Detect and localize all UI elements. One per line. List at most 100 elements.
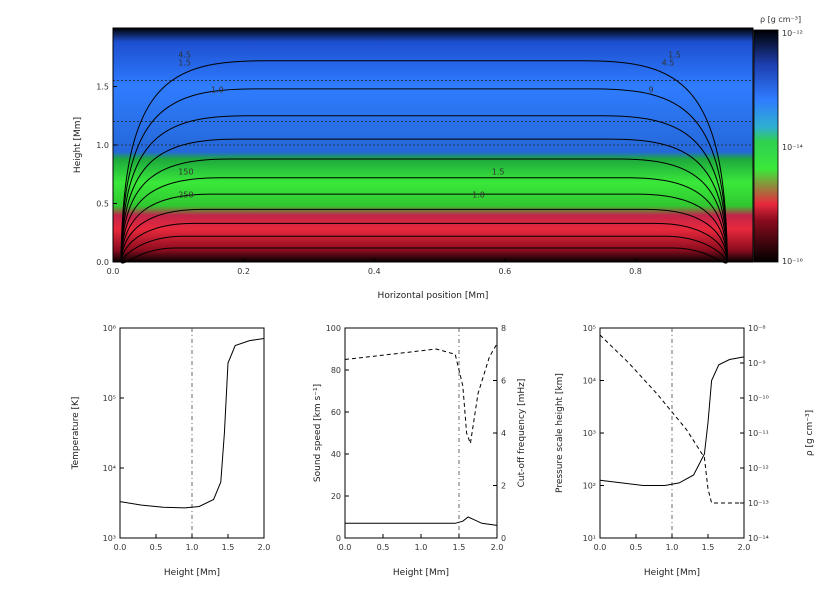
temperature-ylabel: Temperature [K] [71, 397, 81, 471]
sound-speed-ylabel: Sound speed [km s⁻¹] [313, 384, 323, 482]
sound-speed-y-tick-label-2: 40 [331, 450, 341, 459]
density-map-xlabel: Horizontal position [Mm] [378, 291, 489, 301]
sound-speed-x-tick-label-3: 1.5 [453, 543, 466, 552]
contour-line-2 [120, 222, 728, 263]
scale-height-series-0 [599, 356, 745, 486]
y-tick-label-1: 0.5 [96, 200, 109, 209]
contour-label-2: 1.0 [211, 85, 224, 94]
sound-speed-frame [344, 327, 498, 539]
field-line-contours [120, 60, 728, 264]
contour-line-9 [120, 88, 728, 263]
sound-speed-x-tick-label-1: 0.5 [377, 543, 390, 552]
y-tick-label-2: 1.0 [96, 141, 109, 150]
scale-height-x-tick-label-1: 0.5 [630, 543, 643, 552]
temperature-x-tick-label-4: 2.0 [258, 543, 271, 552]
contour-label-9: 1.0 [472, 191, 485, 200]
contour-label-0: 4.5 [178, 50, 191, 59]
contour-label-5: 1.5 [668, 50, 681, 59]
density-map-x-ticks: 0.0 0.2 0.4 0.6 0.8 [107, 258, 642, 276]
scale-height-x-tick-label-0: 0.0 [594, 543, 607, 552]
contour-label-6: 4.5 [662, 58, 675, 67]
contour-line-7 [120, 138, 728, 263]
contour-line-5 [120, 177, 728, 263]
sound-speed-y-tick-label-0: 0 [336, 534, 341, 543]
sound-speed-y2-tick-label-2: 4 [501, 429, 506, 438]
sound-speed-y2-tick-label-3: 6 [501, 377, 506, 386]
sound-speed-y2-tick-label-4: 8 [501, 324, 506, 333]
temperature-series-0 [119, 338, 265, 509]
temperature-x-tick-label-0: 0.0 [114, 543, 127, 552]
scale-height-y2-tick-label-6: 10⁻⁸ [748, 324, 766, 333]
sound-speed-y-tick-label-3: 60 [331, 408, 341, 417]
density-ylabel: ρ [g cm⁻³] [805, 410, 815, 456]
scale-height-y2-tick-label-2: 10⁻¹² [748, 464, 769, 473]
scale-height-y2-tick-label-5: 10⁻⁹ [748, 359, 766, 368]
scale-height-panel: 0.0 0.5 1.0 1.5 2.0 10¹ 10² 10³ 10⁴ 10⁵ 10⁻¹⁴ 10⁻¹³… [555, 324, 815, 578]
x-tick-label-3: 0.6 [498, 267, 511, 276]
x-tick-label-4: 0.8 [629, 267, 642, 276]
temperature-x-tick-label-1: 0.5 [150, 543, 163, 552]
contour-label-3: 150 [178, 167, 193, 176]
scale-height-x-tick-label-4: 2.0 [738, 543, 751, 552]
temperature-xlabel: Height [Mm] [164, 568, 220, 578]
temperature-x-tick-label-3: 1.5 [222, 543, 235, 552]
scale-height-y2-tick-label-0: 10⁻¹⁴ [748, 534, 769, 543]
scale-height-y2-tick-label-3: 10⁻¹¹ [748, 429, 769, 438]
sound-speed-y2-tick-label-1: 2 [501, 482, 506, 491]
scale-height-y-tick-label-0: 10¹ [583, 534, 596, 543]
sound-speed-series-1 [344, 343, 498, 444]
temperature-y-tick-label-3: 10⁶ [103, 324, 116, 333]
colorbar-tick-mid: 10⁻¹⁴ [782, 143, 803, 152]
sound-speed-xlabel: Height [Mm] [393, 568, 449, 578]
scale-height-y-tick-label-1: 10² [583, 482, 596, 491]
scale-height-y2-tick-label-1: 10⁻¹³ [748, 499, 769, 508]
scale-height-y2-tick-label-4: 10⁻¹⁰ [748, 394, 769, 403]
contour-line-4 [120, 193, 728, 263]
density-map-y-ticks: 0.0 0.5 1.0 1.5 [96, 83, 117, 267]
scale-height-y-tick-label-4: 10⁵ [583, 324, 596, 333]
temperature-y-tick-label-2: 10⁵ [103, 394, 116, 403]
y-tick-label-0: 0.0 [96, 258, 109, 267]
contour-label-4: 250 [178, 191, 193, 200]
sound-speed-y-tick-label-5: 100 [326, 324, 341, 333]
contour-line-3 [120, 208, 728, 263]
scale-height-series-1 [599, 334, 744, 504]
contour-line-8 [120, 115, 728, 263]
scale-height-ylabel: Pressure scale height [km] [555, 373, 565, 493]
x-tick-label-2: 0.4 [368, 267, 381, 276]
colorbar-gradient [753, 29, 779, 263]
contour-line-6 [120, 158, 728, 263]
scale-height-x-tick-label-2: 1.0 [666, 543, 679, 552]
y-tick-label-3: 1.5 [96, 83, 109, 92]
colorbar: ρ [g cm⁻³] 10⁻¹² 10⁻¹⁴ 10⁻¹⁶ [753, 15, 803, 266]
sound-speed-y2-tick-label-0: 0 [501, 534, 506, 543]
sound-speed-y-tick-label-1: 20 [331, 492, 341, 501]
contour-line-0 [120, 247, 728, 264]
scale-height-x-tick-label-3: 1.5 [702, 543, 715, 552]
density-map-ylabel: Height [Mm] [73, 117, 83, 173]
colorbar-label: ρ [g cm⁻³] [760, 15, 801, 24]
temperature-x-tick-label-2: 1.0 [186, 543, 199, 552]
temperature-y-tick-label-0: 10³ [103, 534, 116, 543]
temperature-y-tick-label-1: 10⁴ [103, 464, 116, 473]
contour-line-1 [120, 235, 728, 263]
contour-label-7: 9 [649, 85, 654, 94]
x-tick-label-1: 0.2 [237, 267, 250, 276]
scale-height-y-tick-label-3: 10⁴ [583, 377, 596, 386]
colorbar-tick-top: 10⁻¹² [782, 29, 803, 38]
sound-speed-x-tick-label-0: 0.0 [339, 543, 352, 552]
sound-speed-x-tick-label-4: 2.0 [491, 543, 504, 552]
x-tick-label-0: 0.0 [107, 267, 120, 276]
sound-speed-y-tick-label-4: 80 [331, 366, 341, 375]
colorbar-tick-bottom: 10⁻¹⁶ [782, 257, 803, 266]
contour-label-1: 1.5 [178, 58, 191, 67]
sound-speed-series-0 [345, 516, 498, 526]
scale-height-y-tick-label-2: 10³ [583, 429, 596, 438]
dashed-height-lines [113, 80, 753, 146]
scale-height-xlabel: Height [Mm] [644, 568, 700, 578]
cutoff-frequency-ylabel: Cut-off frequency [mHz] [517, 379, 527, 488]
